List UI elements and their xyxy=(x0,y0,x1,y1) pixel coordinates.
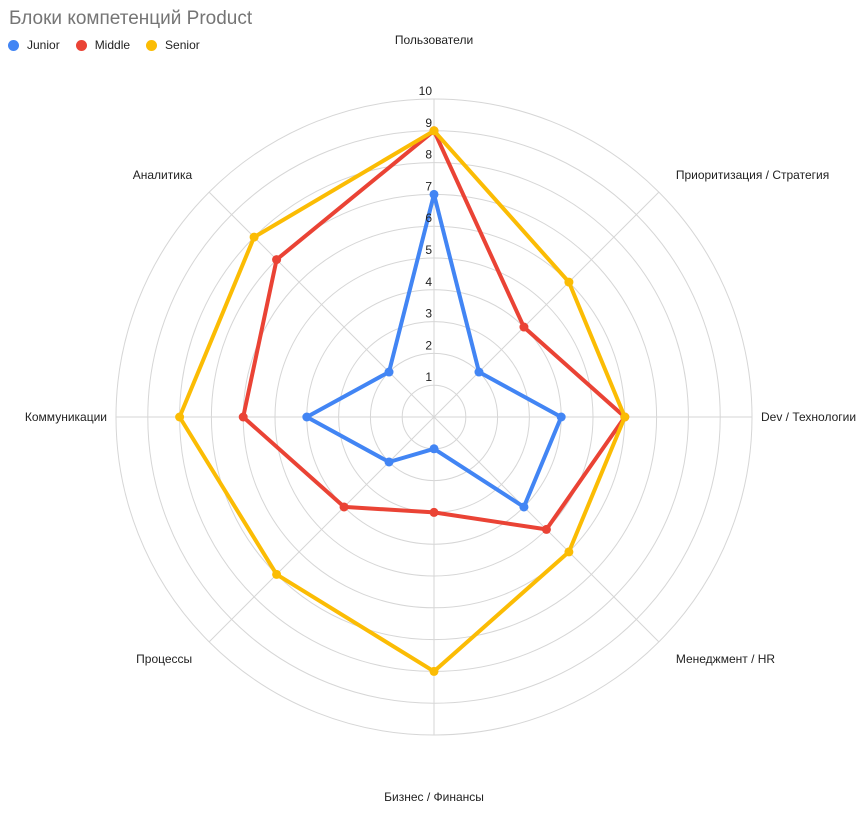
data-point-middle xyxy=(429,507,439,517)
legend-swatch-junior xyxy=(8,39,19,51)
legend-label-junior: Junior xyxy=(27,38,60,52)
legend: Junior Middle Senior xyxy=(8,38,216,52)
axis-label-7: Аналитика xyxy=(133,168,193,182)
data-point-junior xyxy=(556,412,566,422)
tick-label: 8 xyxy=(425,148,432,162)
chart-title: Блоки компетенций Product xyxy=(9,8,253,29)
data-point-junior xyxy=(302,412,312,422)
data-point-senior xyxy=(564,277,574,287)
axis-label-1: Приоритизация / Стратегия xyxy=(676,168,829,182)
data-point-senior xyxy=(564,547,574,557)
data-point-junior xyxy=(384,457,394,467)
data-point-junior xyxy=(384,367,394,377)
tick-label: 1 xyxy=(425,370,432,384)
data-point-senior xyxy=(249,232,259,242)
legend-item-senior[interactable]: Senior xyxy=(146,38,200,52)
axis-label-6: Коммуникации xyxy=(25,410,107,424)
legend-label-middle: Middle xyxy=(94,38,131,52)
legend-swatch-middle xyxy=(75,39,87,51)
data-point-senior xyxy=(272,569,282,579)
tick-label: 5 xyxy=(425,243,432,257)
tick-label: 10 xyxy=(419,84,433,98)
data-point-middle xyxy=(339,502,349,512)
data-point-middle xyxy=(238,412,248,422)
tick-label: 4 xyxy=(425,275,432,289)
tick-label: 6 xyxy=(425,211,432,225)
axis-label-2: Dev / Технологии xyxy=(761,410,856,424)
axis-label-5: Процессы xyxy=(136,652,192,666)
axis-label-0: Пользователи xyxy=(395,33,473,47)
grid-spoke xyxy=(208,416,435,643)
legend-item-junior[interactable]: Junior xyxy=(8,38,60,52)
legend-label-senior: Senior xyxy=(165,38,200,52)
grid-spoke xyxy=(433,191,660,418)
data-point-middle xyxy=(541,524,551,534)
data-point-senior xyxy=(429,666,439,676)
data-point-senior xyxy=(429,126,439,136)
tick-label: 9 xyxy=(425,116,432,130)
data-point-senior xyxy=(175,412,185,422)
data-point-senior xyxy=(620,412,630,422)
tick-label: 7 xyxy=(425,179,432,193)
data-point-junior xyxy=(519,502,529,512)
data-point-middle xyxy=(519,322,529,332)
grid-spoke xyxy=(208,191,435,418)
data-point-junior xyxy=(429,444,439,454)
axis-label-4: Бизнес / Финансы xyxy=(384,790,484,804)
data-point-middle xyxy=(272,255,282,265)
axis-label-3: Менеджмент / HR xyxy=(676,652,776,666)
legend-item-middle[interactable]: Middle xyxy=(75,38,131,52)
tick-label: 3 xyxy=(425,307,432,321)
data-point-junior xyxy=(474,367,484,377)
tick-label: 2 xyxy=(425,338,432,352)
data-point-junior xyxy=(429,189,439,199)
legend-swatch-senior xyxy=(146,39,158,51)
